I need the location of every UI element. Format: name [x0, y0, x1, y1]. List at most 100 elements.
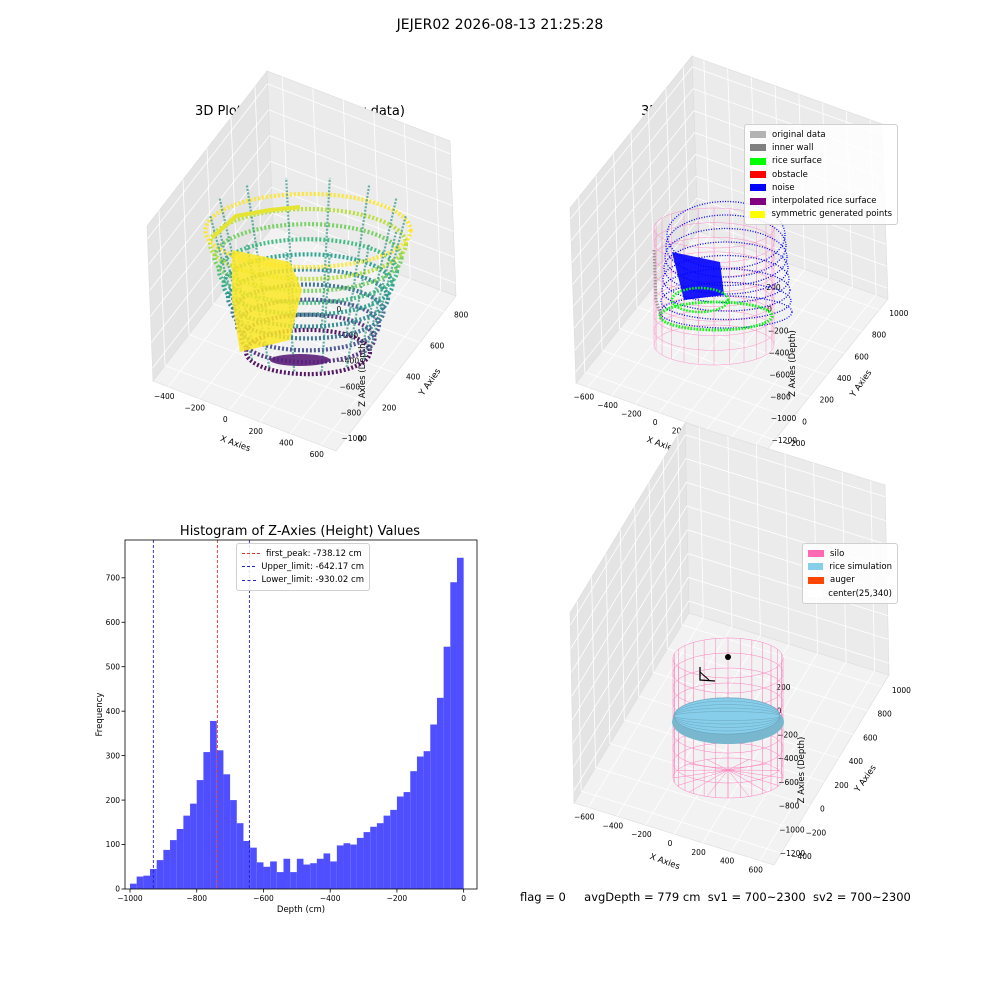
sim-ztick: −600	[778, 778, 799, 787]
raw-ytick: 200	[382, 404, 397, 413]
classify-legend: original data inner wall rice surface obsta…	[744, 124, 898, 226]
sim-silo-floor-spoke	[727, 769, 779, 786]
cls-ytick: −200	[785, 439, 806, 448]
histogram-ytick-label: 600	[106, 618, 121, 627]
cls-xtick: 0	[653, 418, 658, 427]
cls-ytick: 400	[837, 374, 852, 383]
sim-silo-floor-spoke	[672, 769, 729, 779]
histogram-bar	[363, 832, 371, 889]
simulation-legend-swatch	[808, 590, 823, 598]
raw-stripe	[362, 231, 398, 360]
sim-auger-indicator	[699, 667, 716, 682]
sim-ztick: −1200	[780, 849, 806, 858]
cls-ytick: 0	[802, 417, 807, 426]
classify-legend-label: obstacle	[772, 169, 808, 180]
histogram-bar	[256, 862, 264, 889]
histogram-legend-line	[242, 553, 260, 555]
sim-silo-floor-spoke	[706, 759, 729, 771]
sim-xlabel: X Axies	[648, 852, 681, 872]
sim-xtick: 400	[720, 857, 735, 866]
sim-ytick: 1000	[892, 686, 911, 695]
sim-ytick: −200	[806, 828, 827, 837]
histogram-bar	[170, 840, 177, 889]
histogram-ytick-label: 400	[106, 707, 121, 716]
histogram-bar	[323, 853, 331, 889]
classify-legend-swatch	[750, 171, 766, 179]
sim-auger-arm	[699, 671, 710, 681]
sim-grid-y	[634, 506, 839, 759]
histogram-bar	[403, 792, 411, 889]
cls-grid-y	[665, 88, 863, 332]
simulation-3d-plot: −600 −400 −200 0 200 400 600 −400 −200 0 200 400 600…	[569, 421, 911, 875]
simulation-legend-swatch	[808, 563, 824, 571]
sim-grid	[569, 427, 889, 861]
raw-grid-y	[182, 179, 373, 405]
raw-xtick: 600	[310, 450, 325, 459]
histogram-bar	[276, 872, 284, 889]
histogram-xlabel: Depth (cm)	[277, 905, 325, 915]
cls-noise-ring	[666, 200, 786, 270]
classify-legend-label: noise	[772, 182, 795, 193]
raw-xtick: −200	[184, 404, 205, 413]
sim-grid-y	[576, 601, 782, 854]
status-avg-depth: avgDepth = 779 cm	[584, 890, 701, 904]
simulation-legend-label: center(25,340)	[828, 588, 892, 599]
raw-ztick: 0	[337, 305, 342, 314]
simulation-legend-label: silo	[830, 548, 845, 559]
sim-grid-x	[673, 453, 790, 835]
cls-ytick: 200	[820, 396, 835, 405]
sim-zlabel: Z Axies (Depth)	[797, 737, 807, 804]
classify-legend-swatch	[750, 131, 766, 139]
histogram-bar	[250, 847, 257, 889]
histogram-bar	[150, 868, 157, 889]
sim-xtick: 0	[668, 839, 673, 848]
histogram-ytick-label: 200	[106, 796, 121, 805]
histogram-bar	[163, 849, 171, 889]
raw-grid-x	[167, 76, 289, 388]
sim-ztick: −800	[779, 802, 800, 811]
classify-legend-entry: symmetric generated points	[750, 208, 892, 221]
sim-grid-z	[569, 434, 886, 626]
sim-grid-x	[702, 462, 819, 844]
classify-legend-entry: inner wall	[750, 141, 892, 154]
raw-xtick: 0	[223, 415, 228, 424]
cls-zlabel: Z Axies (Depth)	[788, 330, 798, 397]
raw-point-cloud	[203, 177, 413, 377]
simulation-legend-entry: silo	[808, 547, 892, 560]
raw-stripe	[368, 214, 408, 351]
histogram-bar	[310, 863, 317, 889]
raw-zlabel: Z Axies (Depth)	[358, 340, 368, 407]
simulation-legend-entry: auger	[808, 574, 892, 587]
sim-grid-y	[648, 482, 854, 735]
status-flag: flag = 0	[520, 890, 566, 904]
cls-grid-y	[648, 110, 845, 354]
classify-legend-swatch	[750, 144, 766, 152]
classify-legend-label: inner wall	[772, 142, 814, 153]
sim-ytick: 800	[877, 710, 892, 719]
raw-xlabel: X Axies	[219, 434, 252, 454]
cls-ztick: −1000	[771, 414, 797, 423]
classify-legend-entry: noise	[750, 181, 892, 194]
cls-grid-x	[611, 68, 735, 397]
raw-grid-y	[158, 210, 349, 436]
cls-grid-y	[682, 66, 880, 311]
cls-rice-surface-points	[658, 286, 774, 332]
sim-ytick: 600	[863, 733, 878, 742]
histogram-bar	[203, 752, 211, 889]
classify-legend-entry: original data	[750, 128, 892, 141]
raw-ring	[230, 282, 386, 341]
histogram-bar	[270, 861, 277, 889]
raw-grid-x	[320, 135, 442, 446]
simulation-legend-entry: center(25,340)	[808, 587, 892, 600]
raw-stripe	[320, 177, 331, 329]
raw-rim-points	[210, 205, 301, 240]
histogram-bar	[383, 815, 391, 889]
histogram-bar	[176, 828, 184, 889]
raw-near-wall-points	[232, 250, 302, 352]
sim-silo-floor-spoke	[706, 769, 729, 797]
raw-stripe	[208, 214, 248, 351]
histogram-ytick-label: 300	[106, 751, 121, 760]
status-line: flag = 0 avgDepth = 779 cm sv1 = 700~230…	[520, 890, 911, 904]
sim-xtick: 200	[691, 848, 706, 857]
histogram-bar	[216, 750, 224, 889]
